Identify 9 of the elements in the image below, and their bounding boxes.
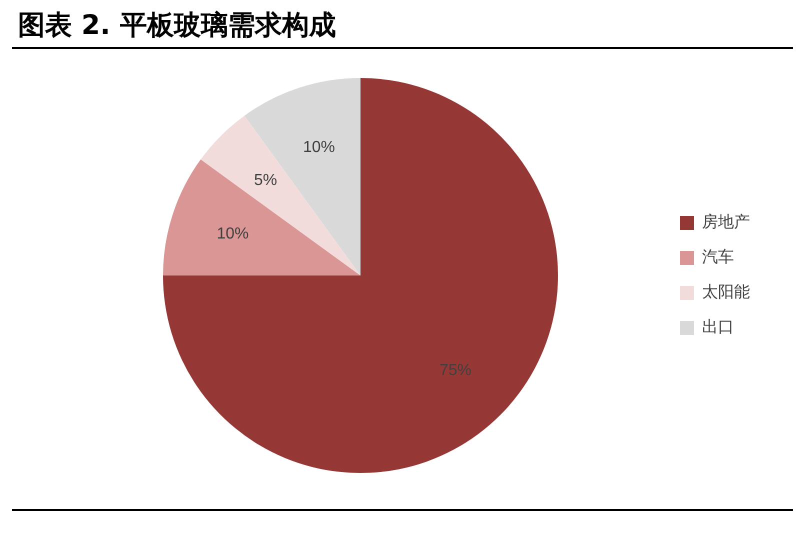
data-label: 10% bbox=[216, 225, 249, 242]
legend-label: 出口 bbox=[702, 317, 734, 336]
chart-title: 图表 2. 平板玻璃需求构成 bbox=[18, 9, 336, 43]
legend-label: 汽车 bbox=[702, 247, 734, 266]
data-label: 5% bbox=[254, 172, 278, 189]
legend-label: 太阳能 bbox=[702, 282, 750, 302]
data-label: 75% bbox=[439, 362, 472, 379]
data-label: 10% bbox=[302, 139, 336, 156]
legend-label: 房地产 bbox=[702, 212, 750, 232]
